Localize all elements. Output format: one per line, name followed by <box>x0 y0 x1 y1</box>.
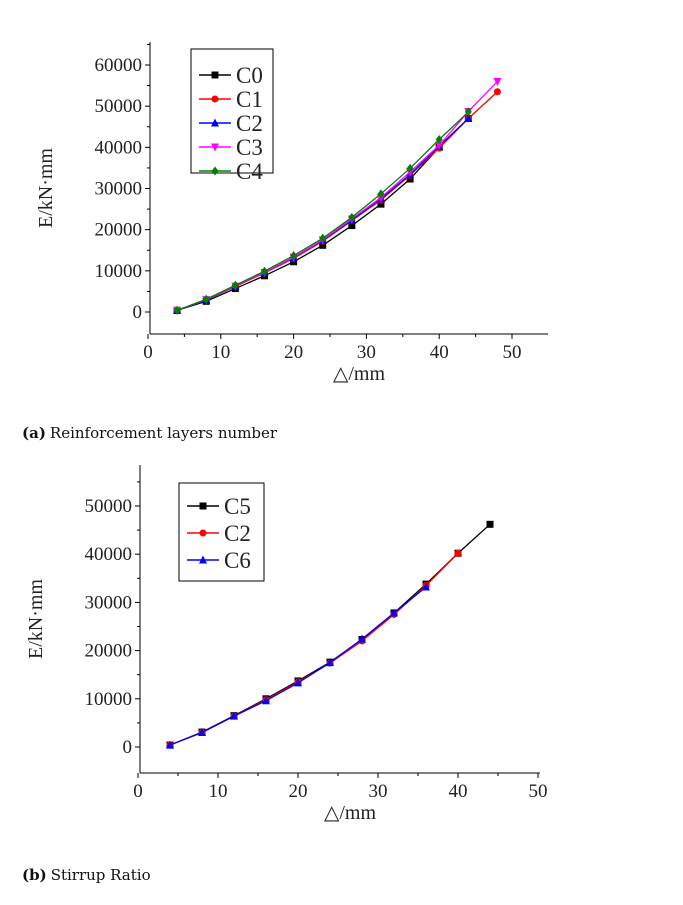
legend <box>190 48 274 174</box>
series-line-C2 <box>169 552 459 746</box>
legend-label-C3: C3 <box>236 135 263 160</box>
legend-label-C6: C6 <box>224 548 251 573</box>
data-point-C2 <box>464 114 473 123</box>
x-tick-label: 40 <box>449 781 468 802</box>
x-tick-label: 10 <box>209 781 228 802</box>
x-tick-label: 0 <box>143 342 153 363</box>
y-tick-label: 0 <box>133 302 143 323</box>
x-axis-label: △/mm <box>324 802 376 824</box>
legend-marker-C0 <box>211 71 219 79</box>
data-point-C3 <box>493 77 502 86</box>
x-tick-label: 40 <box>430 342 449 363</box>
chart-a: 0 10 20 30 40 50 0 10000 20000 30000 40000 50000 600… <box>35 42 548 385</box>
legend-marker-C6 <box>199 555 207 564</box>
caption-b: (b) Stirrup Ratio <box>22 866 151 884</box>
data-point-C4 <box>435 135 443 145</box>
data-point-C6 <box>326 658 334 667</box>
x-tick-label: 50 <box>503 342 522 363</box>
y-tick-label: 0 <box>123 737 133 758</box>
legend-marker-C3 <box>211 143 219 152</box>
legend-marker-C1 <box>211 95 219 103</box>
data-point-C0 <box>348 222 356 230</box>
data-point-C6 <box>166 740 174 749</box>
legend-marker-C5 <box>199 502 207 510</box>
data-point-C4 <box>348 212 356 222</box>
data-point-C4 <box>260 266 268 276</box>
y-tick-label: 40000 <box>95 137 143 158</box>
caption-a-label: (a) <box>22 424 46 442</box>
series-line-C3 <box>176 81 498 311</box>
series-line-C6 <box>169 586 427 746</box>
data-point-C6 <box>422 582 430 591</box>
y-tick-label: 60000 <box>95 55 143 76</box>
data-point-C4 <box>406 163 414 173</box>
data-point-C4 <box>173 305 181 315</box>
legend-marker-C2 <box>211 118 219 127</box>
legend-label-C0: C0 <box>236 63 263 88</box>
legend <box>178 482 265 582</box>
data-point-C0 <box>319 241 327 249</box>
x-tick-label: 30 <box>357 342 376 363</box>
x-tick-label: 30 <box>369 781 388 802</box>
data-point-C6 <box>198 728 206 737</box>
legend-label-C4: C4 <box>236 159 263 184</box>
caption-a-text: Reinforcement layers number <box>49 424 278 442</box>
data-point-C4 <box>319 233 327 243</box>
caption-b-text: Stirrup Ratio <box>50 866 151 884</box>
chart-b: 0 10 20 30 40 50 0 10000 20000 30000 40000 50000 △/m… <box>25 465 548 824</box>
y-tick-label: 50000 <box>95 96 143 117</box>
data-point-C2 <box>454 549 462 557</box>
y-tick-label: 10000 <box>85 689 133 710</box>
data-point-C4 <box>377 189 385 199</box>
data-point-C6 <box>262 696 270 705</box>
data-point-C5 <box>486 520 494 528</box>
data-point-C4 <box>290 251 298 261</box>
y-axis-label: E/kN·mm <box>35 148 57 228</box>
x-tick-label: 10 <box>211 342 230 363</box>
data-point-C4 <box>202 294 210 304</box>
data-point-C6 <box>230 711 238 720</box>
caption-a: (a) Reinforcement layers number <box>22 424 277 442</box>
y-tick-label: 40000 <box>85 544 133 565</box>
x-tick-label: 50 <box>529 781 548 802</box>
y-tick-label: 20000 <box>95 220 143 241</box>
caption-b-label: (b) <box>22 866 47 884</box>
y-tick-label: 50000 <box>85 496 133 517</box>
x-tick-label: 20 <box>289 781 308 802</box>
data-point-C4 <box>231 280 239 290</box>
legend-label-C2: C2 <box>224 521 251 546</box>
legend-label-C1: C1 <box>236 87 263 112</box>
data-point-C1 <box>493 88 501 96</box>
x-tick-label: 0 <box>133 781 143 802</box>
y-axis-label: E/kN·mm <box>25 579 47 659</box>
legend-label-C5: C5 <box>224 494 251 519</box>
x-tick-label: 20 <box>284 342 303 363</box>
y-tick-label: 20000 <box>85 641 133 662</box>
legend-marker-C2 <box>199 529 207 537</box>
legend-marker-C4 <box>211 166 219 176</box>
data-point-C6 <box>294 678 302 687</box>
data-point-C3 <box>435 141 444 150</box>
data-point-C6 <box>358 634 366 643</box>
y-tick-label: 30000 <box>85 592 133 613</box>
y-tick-label: 30000 <box>95 179 143 200</box>
data-point-C6 <box>390 608 398 617</box>
data-point-C0 <box>377 200 385 208</box>
x-axis-label: △/mm <box>333 363 385 385</box>
legend-label-C2: C2 <box>236 111 263 136</box>
data-point-C0 <box>406 175 414 183</box>
y-tick-label: 10000 <box>95 261 143 282</box>
data-point-C4 <box>464 107 472 117</box>
